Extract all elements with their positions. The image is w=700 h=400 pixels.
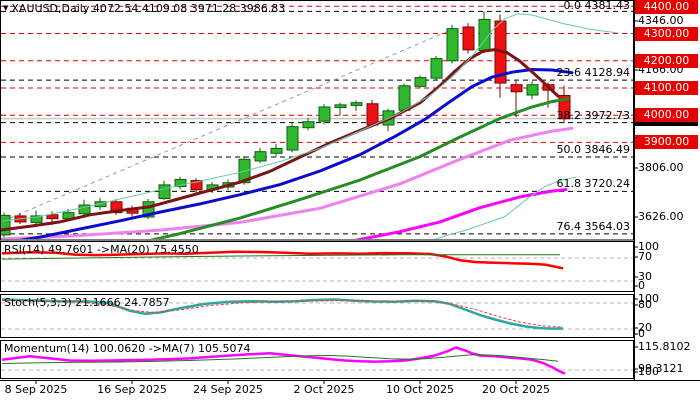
candle-body [414, 77, 427, 87]
candle-body [430, 58, 443, 79]
date-axis-label: 16 Sep 2025 [97, 383, 167, 396]
candle-body [286, 126, 299, 151]
stoch-panel-frame [0, 294, 634, 338]
momentum-panel-frame [0, 340, 634, 379]
date-axis-label: 8 Sep 2025 [4, 383, 68, 396]
momentum-line [1, 346, 566, 375]
date-axis-label: 20 Oct 2025 [481, 383, 550, 396]
rsi-line [1, 250, 564, 270]
candle-body [270, 147, 283, 154]
main-chart-frame [0, 0, 634, 241]
candle-body [558, 94, 571, 120]
candle-body [78, 204, 91, 215]
ma-violet [1, 126, 574, 239]
ma-fast-maroon [1, 48, 560, 232]
date-axis-label: 24 Sep 2025 [193, 383, 263, 396]
price-axis-red-label: 4300.00 [635, 26, 698, 41]
price-axis-label: 3626.00 [638, 210, 684, 223]
stoch-axis-label: 80 [638, 298, 652, 311]
price-axis-red-label: 3900.00 [635, 135, 698, 150]
price-axis-red-label: 4100.00 [635, 80, 698, 95]
candle-body [334, 104, 347, 109]
candle-body [350, 102, 363, 106]
candle-body [30, 215, 43, 223]
momentum-ma-line [1, 354, 559, 364]
candle-body [46, 214, 59, 220]
stoch-label: Stoch(5,3,3) 21.1666 24.7857 [4, 296, 170, 309]
band-lower-teal [433, 176, 577, 239]
candle-body [190, 180, 203, 191]
candle-body [318, 106, 331, 122]
candle-body [526, 84, 539, 96]
trendline[interactable] [9, 26, 459, 219]
rsi-panel-frame [0, 241, 634, 292]
momentum-axis-label: 99.3121 [638, 362, 684, 375]
candle-body [1, 214, 11, 236]
candle-body [302, 121, 315, 129]
price-axis-red-label: 4400.00 [635, 0, 698, 14]
stoch-axis-label: 100 [638, 292, 659, 305]
candle-body [510, 84, 523, 93]
candle-body [110, 201, 123, 214]
rsi-axis-label: 100 [638, 240, 659, 253]
ma-mid-blue [19, 68, 574, 239]
rsi-ma-line [1, 254, 561, 260]
ma-magenta [354, 188, 568, 239]
rsi-axis-label: 70 [638, 250, 652, 263]
fib-level-label: 50.0 3846.49 [556, 142, 630, 156]
date-axis-label: 10 Oct 2025 [385, 383, 454, 396]
candle-body [174, 178, 187, 188]
date-axis-label: 2 Oct 2025 [293, 383, 355, 396]
candle-body [462, 26, 475, 51]
ma-slow-green [149, 97, 570, 239]
chart-title: ▼ XAUUSD,Daily 4072.54 4109.08 3971.28 39… [3, 1, 285, 16]
stoch-axis-label: 0 [638, 327, 645, 340]
momentum-label: Momentum(14) 100.0620 ->MA(7) 105.5074 [4, 342, 251, 355]
stoch-axis-label: 20 [638, 321, 652, 334]
momentum-axis-label: 100 [638, 365, 659, 378]
candle-body [446, 28, 459, 62]
rsi-axis-label: 0 [638, 279, 645, 292]
price-axis-label: 3806.00 [638, 161, 684, 174]
stoch-d-line [1, 299, 564, 328]
candle-body [158, 184, 171, 199]
rsi-axis-label: 30 [638, 270, 652, 283]
symbol-dropdown-icon[interactable]: ▼ [3, 4, 9, 12]
fib-level-label: 23.6 4128.94 [556, 66, 630, 80]
fib-level-label: 61.8 3720.24 [556, 177, 630, 191]
fib-level-label: 38.2 3972.73 [556, 108, 630, 122]
candle-body [142, 201, 155, 218]
fib-level-label: 76.4 3564.03 [556, 219, 630, 233]
candle-body [94, 201, 107, 208]
rsi-label: RSI(14) 49.7601 ->MA(20) 75.4550 [4, 243, 199, 256]
symbol-ohlc-text: XAUUSD,Daily 4072.54 4109.08 3971.28 398… [11, 2, 286, 15]
price-axis-label: 4346.00 [638, 14, 684, 27]
price-axis-red-label: 4200.00 [635, 53, 698, 68]
candle-body [398, 85, 411, 111]
candle-body [254, 151, 267, 162]
band-upper-teal [1, 13, 619, 222]
price-axis-red-label: 4000.00 [635, 108, 698, 123]
momentum-axis-label: 115.8102 [638, 340, 691, 353]
fib-level-label: 0.0 4381.43 [563, 0, 630, 12]
